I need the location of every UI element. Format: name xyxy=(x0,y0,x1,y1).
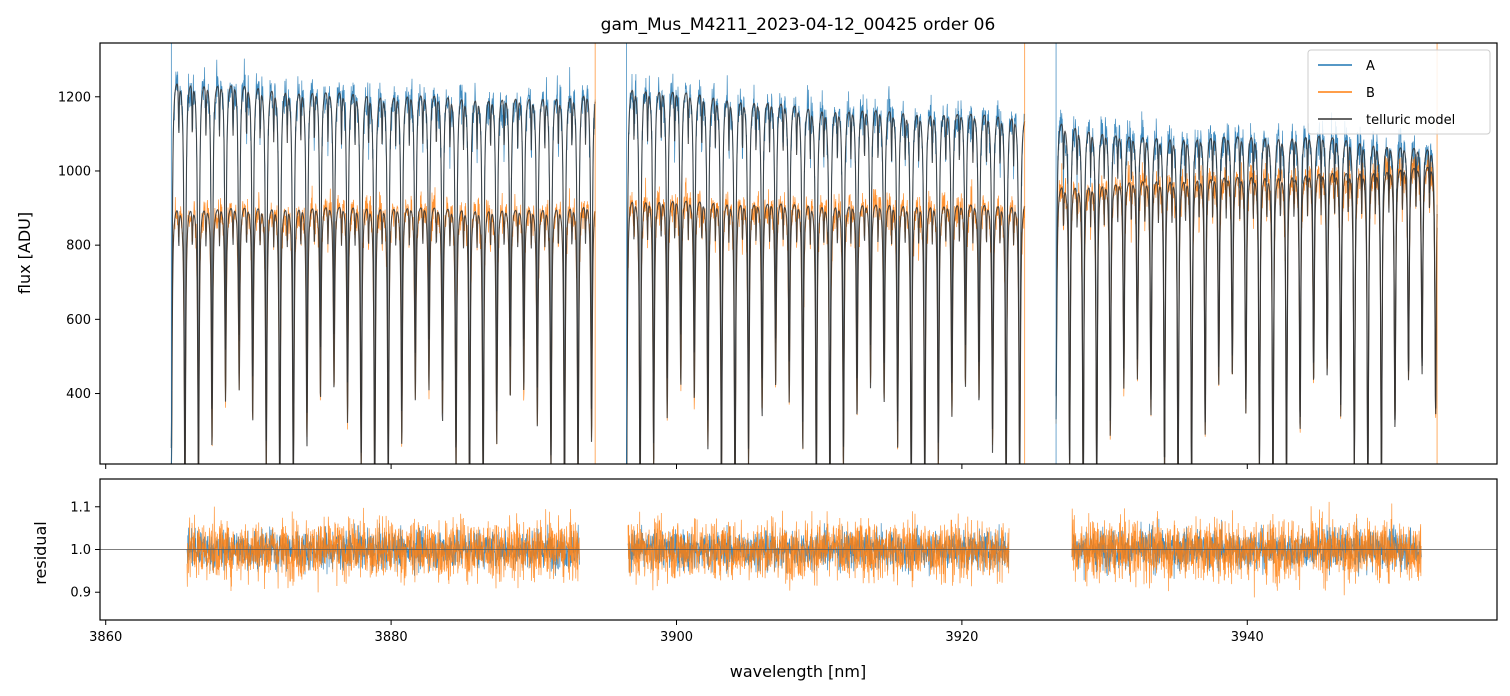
residual-y-axis-label: residual xyxy=(31,521,50,584)
residual-y-tick-label-0: 0.9 xyxy=(70,586,91,601)
telluric-model-line-a-segment-1 xyxy=(170,83,596,464)
residual-panel: 0.91.01.1 3860 3880 3900 3920 3940 residual … xyxy=(31,478,1498,681)
residual-y-tick-label-2: 1.1 xyxy=(70,500,91,515)
flux-y-axis-label: flux [ADU] xyxy=(15,212,34,294)
flux-y-tick-label-1000: 1000 xyxy=(58,164,91,179)
chart-title: gam_Mus_M4211_2023-04-12_00425 order 06 xyxy=(601,15,996,35)
flux-panel: 400 600 800 1000 1200 flux [ADU] xyxy=(15,42,1498,469)
legend-label-b: B xyxy=(1366,86,1375,101)
residual-b-line-segment-2 xyxy=(627,510,1010,591)
legend-box xyxy=(1307,49,1491,135)
residual-b-line-segment-1 xyxy=(186,506,580,593)
legend-label-telluric: telluric model xyxy=(1366,113,1455,128)
x-tick-label-3860: 3860 xyxy=(89,630,122,645)
x-tick-label-3880: 3880 xyxy=(375,630,408,645)
flux-y-tick-label-600: 600 xyxy=(66,313,91,328)
telluric-model-line-b-segment-1 xyxy=(170,206,596,464)
x-tick-label-3940: 3940 xyxy=(1231,630,1264,645)
flux-y-tick-label-800: 800 xyxy=(66,239,91,254)
flux-y-tick-label-1200: 1200 xyxy=(58,90,91,105)
telluric-model-line-a-segment-2 xyxy=(626,89,1026,464)
x-tick-label-3900: 3900 xyxy=(660,630,693,645)
x-axis-label: wavelength [nm] xyxy=(730,662,867,681)
legend-label-a: A xyxy=(1366,59,1375,74)
flux-y-tick-label-400: 400 xyxy=(66,387,91,402)
telluric-model-line-b-segment-3 xyxy=(1055,166,1438,464)
legend: A B telluric model xyxy=(1307,49,1491,135)
x-tick-label-3920: 3920 xyxy=(945,630,978,645)
residual-y-tick-label-1: 1.0 xyxy=(70,543,91,558)
telluric-model-line-b-segment-2 xyxy=(626,200,1026,464)
flux-panel-frame xyxy=(99,42,1498,465)
